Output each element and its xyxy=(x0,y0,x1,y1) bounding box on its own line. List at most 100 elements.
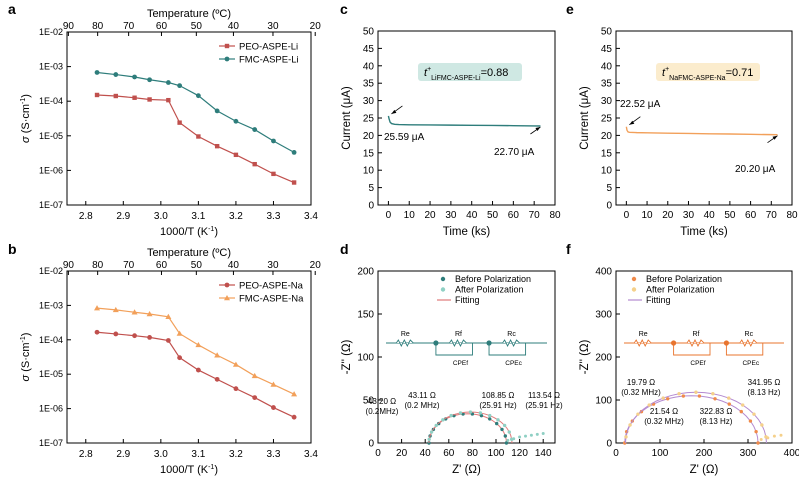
x-tick-label: 2.9 xyxy=(116,449,130,460)
cpe-branch xyxy=(673,343,711,356)
x-tick-label: 100 xyxy=(652,448,669,459)
x-tick-label: 40 xyxy=(420,448,432,459)
y-axis-label: -Z'' (Ω) xyxy=(579,339,591,374)
y-tick-label: 50 xyxy=(363,396,375,407)
tail-point xyxy=(541,432,545,436)
cpe-branch xyxy=(435,343,473,356)
x-tick-label: 3.1 xyxy=(191,211,205,222)
impedance-value-label: 21.54 Ω xyxy=(650,407,678,416)
x-tick-label: 40 xyxy=(704,210,716,221)
legend-label: After Polarization xyxy=(646,285,715,295)
data-point-After Polarization xyxy=(711,392,715,396)
data-point-After Polarization xyxy=(502,423,507,428)
data-point-Before Polarization xyxy=(727,402,731,406)
data-point-Before Polarization xyxy=(681,394,686,398)
x-tick-label: 3.3 xyxy=(267,211,281,222)
resistor-symbol xyxy=(739,338,758,348)
top-axis-label: Temperature (ºC) xyxy=(147,247,231,259)
data-point-FMC-ASPE-Na xyxy=(165,313,172,319)
x-axis-label: Z' (Ω) xyxy=(690,464,719,476)
data-point-PEO-ASPE-Li xyxy=(291,180,297,185)
y-tick-label: 0 xyxy=(606,201,612,212)
data-point-PEO-ASPE-Na xyxy=(132,333,137,339)
circuit-label: Re xyxy=(401,331,410,338)
tail-point xyxy=(772,434,776,438)
x-tick-label: 0 xyxy=(386,210,392,221)
panel-a: 2.8 2.9 3.0 3.1 3.2 3.3 3.4 1E-07 1E-06 1E-05 1E-0… xyxy=(20,8,321,238)
top-tick-label: 50 xyxy=(191,21,203,32)
y-tick-label: 20 xyxy=(601,131,613,142)
x-tick-label: 200 xyxy=(696,448,713,459)
x-tick-label: 3.0 xyxy=(154,449,168,460)
current-line xyxy=(387,115,541,127)
y-tick-label: 30 xyxy=(601,96,613,107)
data-point-After Polarization xyxy=(507,430,511,434)
y-tick-label: 1E-03 xyxy=(39,300,63,310)
circuit-label: Rf xyxy=(455,331,462,338)
fitting-line-1 xyxy=(428,411,513,444)
data-point-Before Polarization xyxy=(488,417,492,421)
legend-marker xyxy=(631,276,637,282)
data-point-FMC-ASPE-Na xyxy=(270,381,277,387)
series-line-PEO-ASPE-Li xyxy=(96,94,295,184)
y-tick-label: 1E-02 xyxy=(39,27,63,37)
data-point-FMC-ASPE-Li xyxy=(233,118,239,124)
y-axis-label: σ (S·cm-1) xyxy=(20,333,32,382)
y-tick-label: 15 xyxy=(601,148,613,159)
top-tick-label: 60 xyxy=(156,260,168,271)
x-tick-label: 2.9 xyxy=(116,211,130,222)
y-tick-label: 50 xyxy=(601,27,613,38)
arrowhead-end xyxy=(772,135,778,140)
impedance-value-label: 108.85 Ω xyxy=(482,391,515,400)
data-point-FMC-ASPE-Li xyxy=(165,80,171,85)
top-tick-label: 40 xyxy=(228,260,240,271)
y-tick-label: 35 xyxy=(363,79,375,90)
x-tick-label: 20 xyxy=(396,448,408,459)
y-tick-label: 1E-04 xyxy=(39,335,63,345)
top-tick-label: 60 xyxy=(156,21,168,32)
data-point-After Polarization xyxy=(628,423,632,427)
frequency-label: (0.2 MHz) xyxy=(404,401,439,410)
series-line-PEO-ASPE-Na xyxy=(96,331,295,418)
data-point-After Polarization xyxy=(752,412,756,416)
y-tick-label: 300 xyxy=(595,310,612,321)
x-tick-label: 70 xyxy=(529,210,541,221)
x-axis-label: 1000/T (K-1) xyxy=(160,226,218,238)
x-tick-label: 2.8 xyxy=(79,449,93,460)
top-tick-label: 30 xyxy=(267,260,279,271)
data-point-FMC-ASPE-Na xyxy=(176,330,183,336)
x-tick-label: 0 xyxy=(613,448,619,459)
y-tick-label: 0 xyxy=(606,439,612,450)
top-axis-label: Temperature (ºC) xyxy=(147,8,231,20)
x-tick-label: 3.2 xyxy=(229,211,243,222)
legend-marker xyxy=(440,287,446,292)
frequency-label: (25.91 Hz) xyxy=(479,401,517,410)
end-current-label: 20.20 μA xyxy=(735,164,776,175)
frequency-label: (25.91 Hz) xyxy=(525,401,563,410)
data-point-PEO-ASPE-Na xyxy=(214,376,220,382)
tail-point xyxy=(512,437,516,441)
x-tick-label: 120 xyxy=(511,448,528,459)
resistor-symbol xyxy=(686,338,705,348)
data-point-PEO-ASPE-Na xyxy=(165,338,171,343)
transference-number-label: t+NaFMC-ASPE-Na=0.71 xyxy=(662,66,753,82)
y-tick-label: 35 xyxy=(601,79,613,90)
legend-marker xyxy=(440,276,446,282)
data-point-PEO-ASPE-Li xyxy=(271,171,276,177)
frequency-label: (0.32 MHz) xyxy=(644,417,684,426)
data-point-FMC-ASPE-Li xyxy=(214,108,220,114)
data-point-FMC-ASPE-Li xyxy=(94,70,100,75)
tail-point xyxy=(529,433,533,437)
frequency-label: (0.32 MHz) xyxy=(621,388,661,397)
tail-point xyxy=(779,433,783,437)
y-tick-label: 25 xyxy=(363,114,375,125)
series-line-FMC-ASPE-Na xyxy=(96,307,295,395)
data-point-PEO-ASPE-Na xyxy=(147,334,152,340)
panel-label-c: c xyxy=(340,1,348,17)
y-tick-label: 25 xyxy=(601,114,613,125)
top-tick-label: 30 xyxy=(267,21,279,32)
arrowhead-start xyxy=(629,120,635,125)
data-point-After Polarization xyxy=(727,396,731,400)
tail-point xyxy=(759,438,763,442)
data-point-After Polarization xyxy=(427,437,431,441)
